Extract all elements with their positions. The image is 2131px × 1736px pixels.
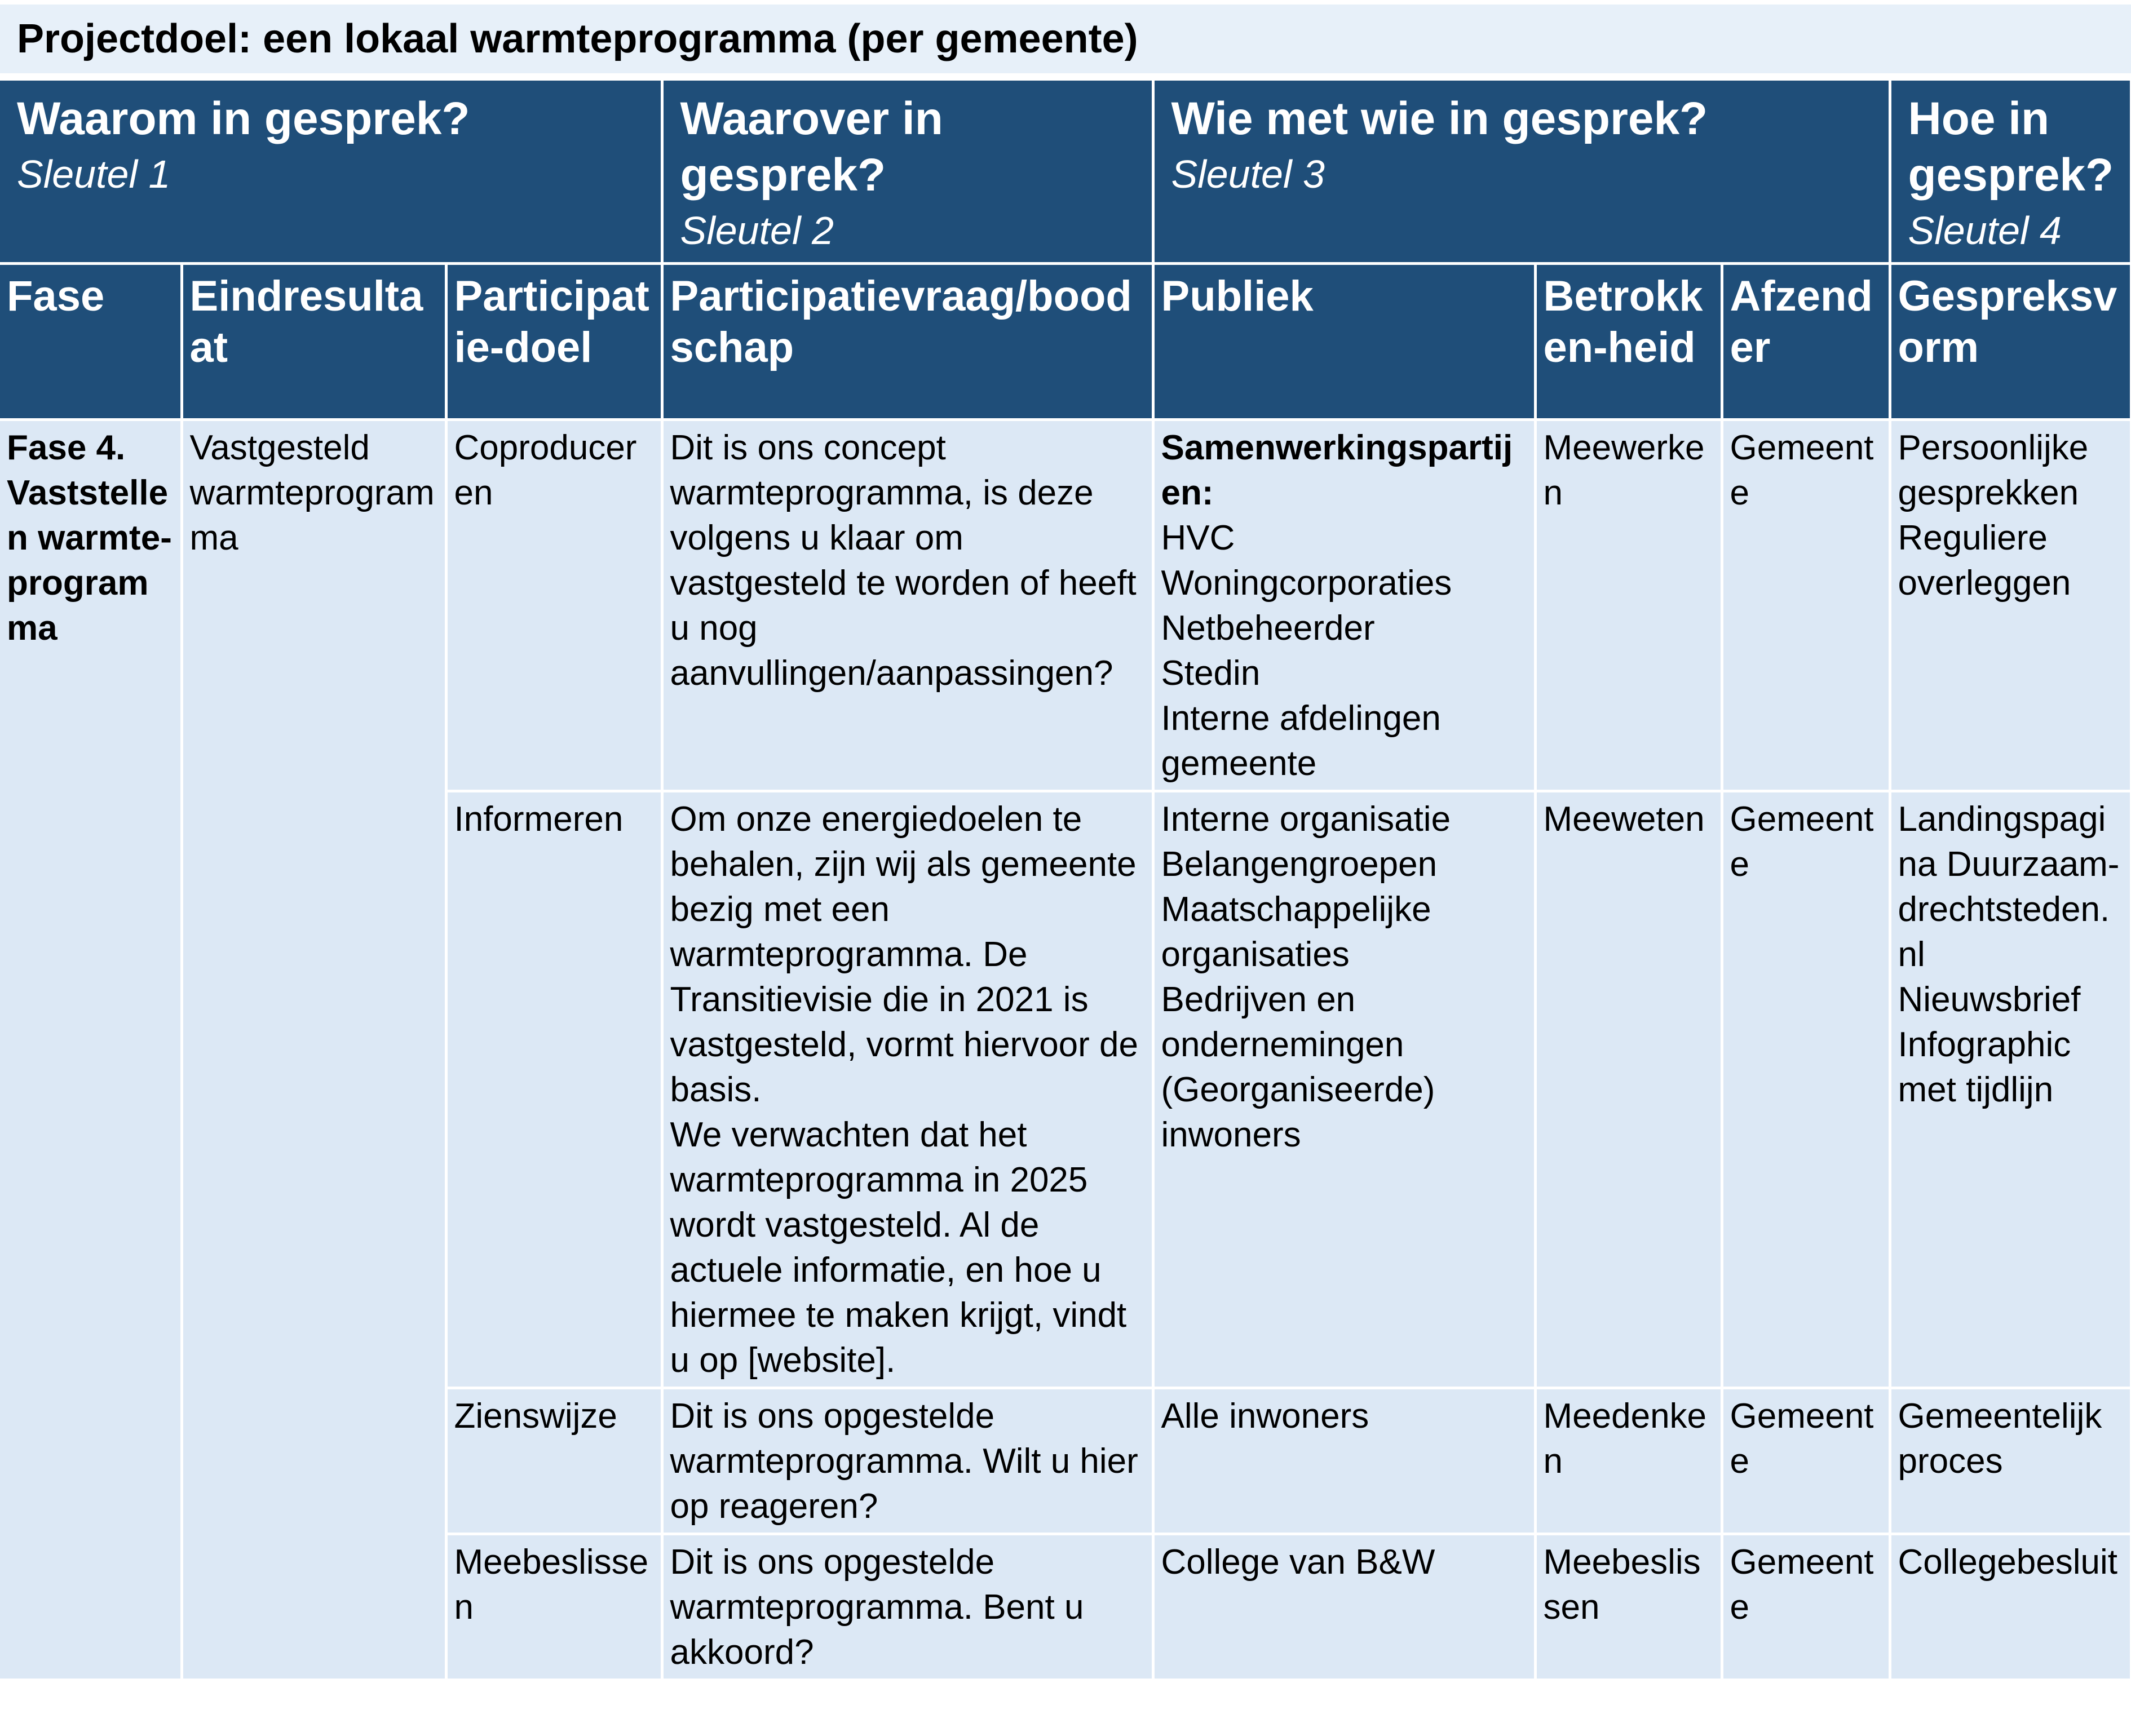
key-question-2: Waarover in gesprek? bbox=[680, 93, 943, 201]
publiek-list: HVC Woningcorporaties Netbeheerder Stedi… bbox=[1161, 519, 1452, 783]
cell-gespreksvorm: Gemeentelijk proces bbox=[1888, 1387, 2131, 1535]
cell-participatievraag: Dit is ons concept warmteprogramma, is d… bbox=[660, 418, 1155, 792]
column-header-row: Fase Eindresultaat Participatie-doel Par… bbox=[0, 262, 2131, 421]
cell-participatiedoel: Meebeslissen bbox=[446, 1533, 664, 1681]
table-row-informeren: Informeren Om onze energiedoelen te beha… bbox=[0, 790, 2131, 1389]
cell-afzender: Gemeente bbox=[1720, 1533, 1891, 1681]
cell-gespreksvorm: Landingspagina Duurzaam-drechtsteden.nl … bbox=[1888, 790, 2131, 1389]
key-label-1: Sleutel 1 bbox=[17, 152, 171, 196]
cell-betrokkenheid: Meedenken bbox=[1533, 1387, 1723, 1535]
key-label-4: Sleutel 4 bbox=[1908, 209, 2062, 253]
cell-publiek: Interne organisatie Belangengroepen Maat… bbox=[1151, 790, 1537, 1389]
publiek-heading: Samenwerkingspartijen: bbox=[1161, 428, 1513, 512]
cell-participatievraag: Dit is ons opgestelde warmteprogramma. B… bbox=[660, 1533, 1155, 1681]
key-header-sleutel-2: Waarover in gesprek? Sleutel 2 bbox=[660, 78, 1155, 265]
cell-publiek: College van B&W bbox=[1151, 1533, 1537, 1681]
cell-participatievraag: Dit is ons opgestelde warmteprogramma. W… bbox=[660, 1387, 1155, 1535]
cell-betrokkenheid: Meeweten bbox=[1533, 790, 1723, 1389]
cell-eindresultaat: Vastgesteld warmteprogramma bbox=[180, 418, 448, 1681]
cell-publiek: Alle inwoners bbox=[1151, 1387, 1537, 1535]
key-question-4: Hoe in gesprek? bbox=[1908, 93, 2114, 201]
col-header-eindresultaat: Eindresultaat bbox=[180, 262, 448, 421]
cell-gespreksvorm: Persoonlijke gesprekken Reguliere overle… bbox=[1888, 418, 2131, 792]
col-header-fase: Fase bbox=[0, 262, 183, 421]
cell-participatiedoel: Zienswijze bbox=[446, 1387, 664, 1535]
col-header-publiek: Publiek bbox=[1151, 262, 1537, 421]
col-header-afzender: Afzender bbox=[1720, 262, 1891, 421]
page-title: Projectdoel: een lokaal warmteprogramma … bbox=[17, 16, 1138, 61]
cell-fase: Fase 4. Vaststellen warmte-programma bbox=[0, 418, 183, 1681]
cell-publiek: Samenwerkingspartijen: HVC Woningcorpora… bbox=[1151, 418, 1537, 792]
col-header-participatiedoel: Participatie-doel bbox=[444, 262, 664, 421]
title-band: Projectdoel: een lokaal warmteprogramma … bbox=[0, 5, 2131, 73]
cell-gespreksvorm: Collegebesluit bbox=[1888, 1533, 2131, 1681]
table-row-zienswijze: Zienswijze Dit is ons opgestelde warmtep… bbox=[0, 1387, 2131, 1535]
key-header-row: Waarom in gesprek? Sleutel 1 Waarover in… bbox=[0, 78, 2131, 265]
cell-afzender: Gemeente bbox=[1720, 790, 1891, 1389]
key-header-sleutel-1: Waarom in gesprek? Sleutel 1 bbox=[0, 78, 664, 265]
cell-participatiedoel: Coproduceren bbox=[444, 418, 664, 792]
cell-participatievraag: Om onze energiedoelen te behalen, zijn w… bbox=[660, 790, 1155, 1389]
key-header-sleutel-3: Wie met wie in gesprek? Sleutel 3 bbox=[1151, 78, 1891, 265]
cell-betrokkenheid: Meewerken bbox=[1533, 418, 1723, 792]
col-header-gespreksvorm: Gespreksvorm bbox=[1888, 262, 2131, 421]
key-label-2: Sleutel 2 bbox=[680, 209, 834, 253]
key-question-1: Waarom in gesprek? bbox=[17, 93, 470, 144]
table-row-meebeslissen: Meebeslissen Dit is ons opgestelde warmt… bbox=[0, 1533, 2131, 1681]
col-header-participatievraag: Participatievraag/boodschap bbox=[660, 262, 1155, 421]
cell-afzender: Gemeente bbox=[1720, 418, 1891, 792]
key-question-3: Wie met wie in gesprek? bbox=[1171, 93, 1708, 144]
col-header-betrokkenheid: Betrokken-heid bbox=[1533, 262, 1723, 421]
cell-betrokkenheid: Meebeslissen bbox=[1533, 1533, 1723, 1681]
cell-afzender: Gemeente bbox=[1720, 1387, 1891, 1535]
key-label-3: Sleutel 3 bbox=[1171, 152, 1325, 196]
key-header-sleutel-4: Hoe in gesprek? Sleutel 4 bbox=[1888, 78, 2131, 265]
participation-matrix-table: Waarom in gesprek? Sleutel 1 Waarover in… bbox=[0, 78, 2131, 1681]
table-row-coproduceren: Fase 4. Vaststellen warmte-programma Vas… bbox=[0, 418, 2131, 1681]
cell-participatiedoel: Informeren bbox=[446, 790, 664, 1389]
